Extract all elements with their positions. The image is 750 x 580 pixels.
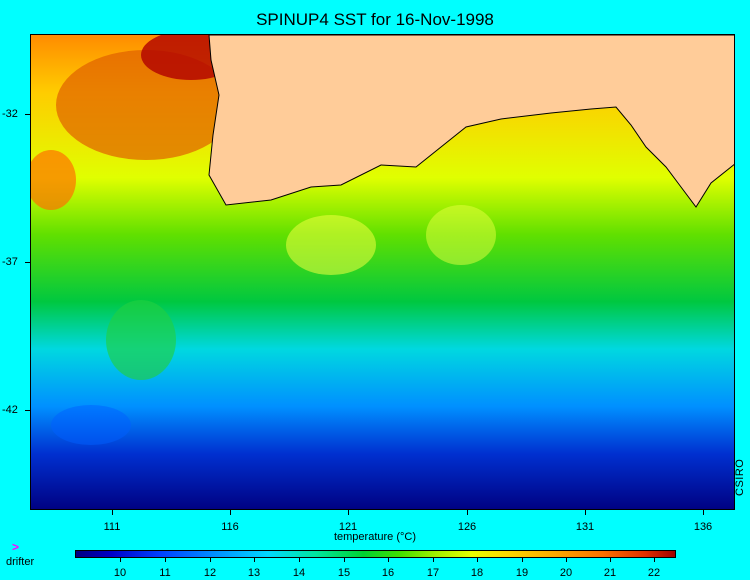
colorbar-tick-label: 20 bbox=[559, 567, 573, 579]
colorbar-tick-label: 15 bbox=[337, 567, 351, 579]
lon-tick bbox=[348, 510, 349, 515]
colorbar-tick bbox=[254, 558, 255, 562]
lat-tick bbox=[25, 410, 30, 411]
lon-tick bbox=[467, 510, 468, 515]
sst-map[interactable] bbox=[30, 34, 735, 510]
colorbar-tick bbox=[120, 558, 121, 562]
lat-tick bbox=[25, 262, 30, 263]
colorbar-tick bbox=[566, 558, 567, 562]
lon-tick bbox=[230, 510, 231, 515]
lon-label: 126 bbox=[457, 521, 477, 533]
colorbar-tick-label: 14 bbox=[292, 567, 306, 579]
lon-label: 111 bbox=[103, 521, 121, 533]
blue-eddy bbox=[51, 405, 131, 445]
colorbar-tick-label: 11 bbox=[159, 567, 171, 579]
colorbar-tick-label: 22 bbox=[647, 567, 661, 579]
colorbar-tick-label: 19 bbox=[515, 567, 529, 579]
credit-label: CSIRO bbox=[734, 458, 746, 496]
colorbar-tick-label: 18 bbox=[470, 567, 484, 579]
lon-label: 131 bbox=[575, 521, 595, 533]
colorbar-tick bbox=[210, 558, 211, 562]
yellow-eddy bbox=[426, 205, 496, 265]
lon-tick bbox=[703, 510, 704, 515]
coastline bbox=[208, 35, 734, 208]
colorbar-tick bbox=[388, 558, 389, 562]
colorbar-tick-label: 10 bbox=[113, 567, 127, 579]
lon-label: 136 bbox=[693, 521, 713, 533]
lon-label: 121 bbox=[338, 521, 358, 533]
warm-eddy bbox=[31, 150, 76, 210]
yellow-eddy bbox=[286, 215, 376, 275]
colorbar-tick-label: 16 bbox=[381, 567, 395, 579]
chevron-right-icon: > bbox=[12, 540, 20, 554]
colorbar-tick-label: 13 bbox=[247, 567, 261, 579]
colorbar-title: temperature (°C) bbox=[333, 531, 417, 543]
colorbar-tick bbox=[433, 558, 434, 562]
lat-label: -42 bbox=[2, 404, 18, 416]
green-eddy bbox=[106, 300, 176, 380]
chart-title: SPINUP4 SST for 16-Nov-1998 bbox=[256, 10, 494, 29]
colorbar-tick bbox=[299, 558, 300, 562]
lon-tick bbox=[112, 510, 113, 515]
colorbar-tick-label: 12 bbox=[203, 567, 217, 579]
colorbar-tick bbox=[477, 558, 478, 562]
lon-label: 116 bbox=[221, 521, 239, 533]
colorbar-tick bbox=[610, 558, 611, 562]
lat-label: -37 bbox=[2, 256, 18, 268]
colorbar-tick bbox=[654, 558, 655, 562]
colorbar bbox=[75, 550, 676, 558]
lat-tick bbox=[25, 114, 30, 115]
lat-label: -32 bbox=[2, 108, 18, 120]
colorbar-tick-label: 21 bbox=[603, 567, 617, 579]
lon-tick bbox=[585, 510, 586, 515]
colorbar-tick bbox=[522, 558, 523, 562]
colorbar-tick-label: 17 bbox=[426, 567, 440, 579]
drifter-legend-label: drifter bbox=[6, 556, 35, 568]
colorbar-tick bbox=[165, 558, 166, 562]
colorbar-tick bbox=[344, 558, 345, 562]
